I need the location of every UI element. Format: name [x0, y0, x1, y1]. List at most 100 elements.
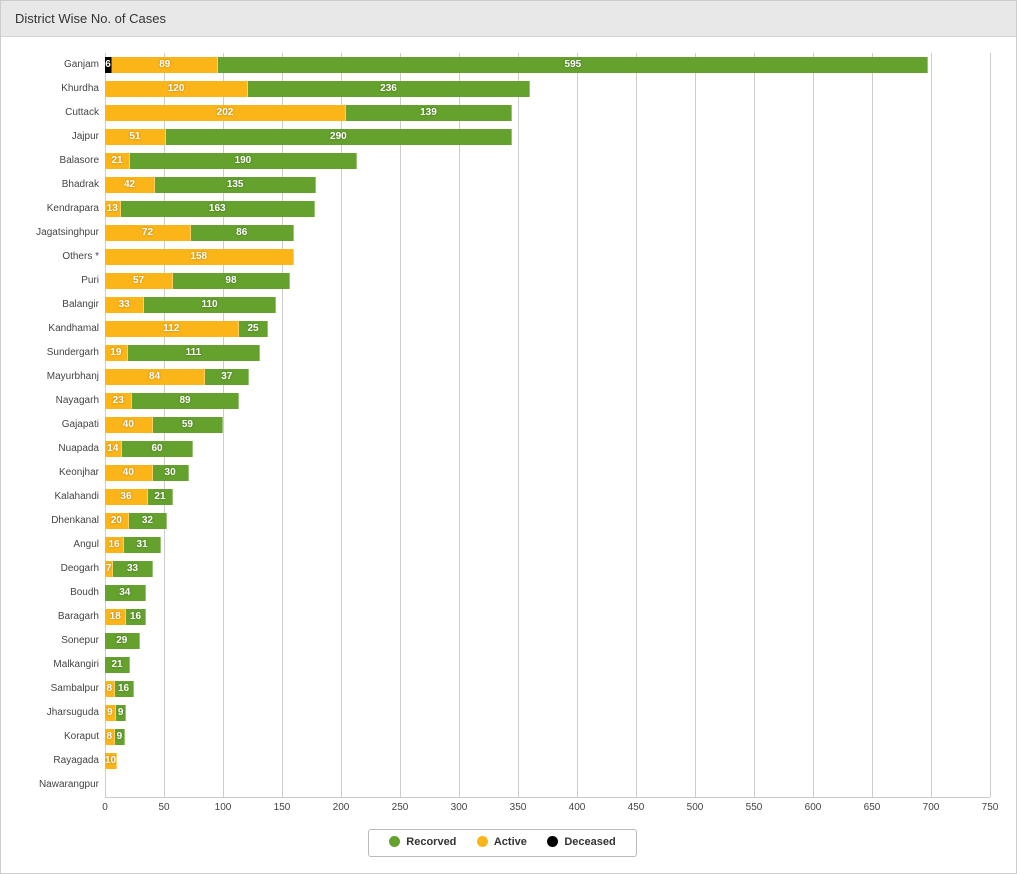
bar-segment-recovered[interactable]: 33 [113, 561, 152, 577]
swatch-deceased [547, 836, 558, 847]
category-label: Deogarh [61, 557, 99, 581]
category-label: Rayagada [53, 749, 99, 773]
legend: Recorved Active Deceased [5, 825, 1000, 867]
category-label: Malkangiri [53, 653, 99, 677]
x-tick-label: 550 [746, 802, 763, 813]
bar-segment-recovered[interactable]: 37 [205, 369, 249, 385]
bar-row: Nayagarh2389 [105, 389, 990, 413]
bar-segment-active[interactable]: 120 [105, 81, 248, 97]
bar-segment-recovered[interactable]: 31 [124, 537, 161, 553]
bar-segment-recovered[interactable]: 59 [153, 417, 223, 433]
bar-segment-recovered[interactable]: 32 [129, 513, 167, 529]
category-label: Bhadrak [62, 173, 99, 197]
category-label: Balasore [60, 149, 99, 173]
bar-segment-recovered[interactable]: 111 [128, 345, 260, 361]
bar-segment-active[interactable]: 23 [105, 393, 132, 409]
bar-segment-active[interactable]: 57 [105, 273, 173, 289]
bar-segment-recovered[interactable]: 139 [346, 105, 512, 121]
legend-item-deceased[interactable]: Deceased [547, 836, 615, 848]
bar-stack: 19111 [105, 345, 260, 361]
bar-segment-recovered[interactable]: 110 [144, 297, 275, 313]
bar-segment-active[interactable]: 40 [105, 465, 153, 481]
category-label: Ganjam [64, 53, 99, 77]
bar-segment-recovered[interactable]: 60 [122, 441, 194, 457]
category-label: Jagatsinghpur [36, 221, 99, 245]
bar-segment-recovered[interactable]: 98 [173, 273, 290, 289]
bar-row: Jagatsinghpur7286 [105, 221, 990, 245]
bar-row: Balasore21190 [105, 149, 990, 173]
bar-row: Nuapada1460 [105, 437, 990, 461]
x-tick-label: 600 [805, 802, 822, 813]
bar-segment-active[interactable]: 202 [105, 105, 346, 121]
bar-stack: 51290 [105, 129, 512, 145]
bar-segment-recovered[interactable]: 34 [105, 585, 146, 601]
bar-segment-recovered[interactable]: 9 [116, 705, 127, 721]
bar-segment-recovered[interactable]: 25 [239, 321, 269, 337]
bar-segment-recovered[interactable]: 595 [218, 57, 928, 73]
legend-label-recovered: Recorved [406, 836, 456, 848]
bar-stack: 13163 [105, 201, 315, 217]
grid-line [990, 53, 991, 797]
bar-segment-recovered[interactable]: 21 [148, 489, 173, 505]
bar-segment-recovered[interactable]: 9 [115, 729, 126, 745]
bar-stack: 8437 [105, 369, 249, 385]
category-label: Sambalpur [51, 677, 99, 701]
bar-stack: 1816 [105, 609, 146, 625]
bar-segment-recovered[interactable]: 21 [105, 657, 130, 673]
bar-segment-recovered[interactable]: 190 [130, 153, 357, 169]
bar-row: Kandhamal11225 [105, 317, 990, 341]
swatch-active [477, 836, 488, 847]
bar-segment-active[interactable]: 14 [105, 441, 122, 457]
bar-row: Sundergarh19111 [105, 341, 990, 365]
bar-segment-active[interactable]: 8 [105, 729, 115, 745]
bar-segment-active[interactable]: 158 [105, 249, 294, 265]
bar-segment-recovered[interactable]: 29 [105, 633, 140, 649]
x-tick-label: 150 [274, 802, 291, 813]
bar-segment-active[interactable]: 9 [105, 705, 116, 721]
bar-segment-active[interactable]: 33 [105, 297, 144, 313]
bar-segment-active[interactable]: 72 [105, 225, 191, 241]
bar-segment-active[interactable]: 112 [105, 321, 239, 337]
bar-segment-recovered[interactable]: 163 [121, 201, 316, 217]
x-tick-label: 0 [102, 802, 108, 813]
bar-segment-active[interactable]: 42 [105, 177, 155, 193]
category-label: Kandhamal [48, 317, 99, 341]
bar-segment-recovered[interactable]: 86 [191, 225, 294, 241]
bar-segment-active[interactable]: 20 [105, 513, 129, 529]
bar-row: Koraput89 [105, 725, 990, 749]
bar-row: Mayurbhanj8437 [105, 365, 990, 389]
bar-row: Kendrapara13163 [105, 197, 990, 221]
bar-segment-active[interactable]: 84 [105, 369, 205, 385]
bar-segment-active[interactable]: 7 [105, 561, 113, 577]
bar-segment-active[interactable]: 8 [105, 681, 115, 697]
bar-row: Deogarh733 [105, 557, 990, 581]
bar-stack: 4059 [105, 417, 223, 433]
legend-item-active[interactable]: Active [477, 836, 527, 848]
bar-segment-active[interactable]: 13 [105, 201, 121, 217]
bar-segment-active[interactable]: 89 [112, 57, 218, 73]
bar-stack: 21190 [105, 153, 357, 169]
bar-segment-recovered[interactable]: 89 [132, 393, 238, 409]
bar-segment-recovered[interactable]: 16 [115, 681, 134, 697]
bar-segment-active[interactable]: 40 [105, 417, 153, 433]
legend-item-recovered[interactable]: Recorved [389, 836, 456, 848]
bar-segment-active[interactable]: 19 [105, 345, 128, 361]
bar-segment-recovered[interactable]: 30 [153, 465, 189, 481]
x-tick-label: 100 [215, 802, 232, 813]
bar-segment-active[interactable]: 51 [105, 129, 166, 145]
bar-segment-recovered[interactable]: 16 [126, 609, 145, 625]
bar-row: Bhadrak42135 [105, 173, 990, 197]
bar-segment-active[interactable]: 16 [105, 537, 124, 553]
bar-segment-recovered[interactable]: 290 [166, 129, 512, 145]
bar-stack: 1460 [105, 441, 193, 457]
bar-segment-recovered[interactable]: 236 [248, 81, 530, 97]
bar-segment-active[interactable]: 18 [105, 609, 126, 625]
bar-segment-active[interactable]: 36 [105, 489, 148, 505]
category-label: Koraput [64, 725, 99, 749]
bar-segment-deceased[interactable]: 6 [105, 57, 112, 73]
chart-body: Ganjam689595Khurdha4120236Cuttack1202139… [1, 37, 1016, 873]
bar-segment-recovered[interactable]: 135 [155, 177, 316, 193]
category-label: Nawarangpur [39, 773, 99, 797]
bar-segment-active[interactable]: 10 [105, 753, 117, 769]
bar-segment-active[interactable]: 21 [105, 153, 130, 169]
